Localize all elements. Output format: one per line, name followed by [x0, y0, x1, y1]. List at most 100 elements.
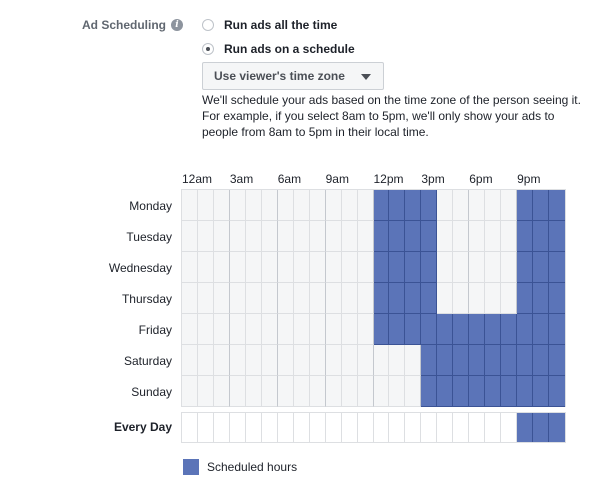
cell-wednesday-hour-22[interactable]	[533, 252, 549, 283]
cell-sunday-hour-7[interactable]	[294, 376, 310, 407]
cell-wednesday-hour-18[interactable]	[469, 252, 485, 283]
cell-monday-hour-23[interactable]	[549, 190, 565, 221]
cell-wednesday-hour-21[interactable]	[517, 252, 533, 283]
cell-thursday-hour-3[interactable]	[230, 283, 246, 314]
cell-wednesday-hour-15[interactable]	[421, 252, 437, 283]
cell-thursday-hour-2[interactable]	[214, 283, 230, 314]
cell-sunday-hour-15[interactable]	[421, 376, 437, 407]
cell-monday-hour-20[interactable]	[501, 190, 517, 221]
cell-thursday-hour-1[interactable]	[198, 283, 214, 314]
cell-saturday-hour-14[interactable]	[405, 345, 421, 376]
cell-friday-hour-13[interactable]	[389, 314, 405, 345]
cell-friday-hour-16[interactable]	[437, 314, 453, 345]
cell-every-day-hour-12[interactable]	[374, 413, 389, 442]
cell-sunday-hour-23[interactable]	[549, 376, 565, 407]
cell-every-day-hour-14[interactable]	[405, 413, 421, 442]
info-icon[interactable]: i	[171, 19, 183, 31]
cell-every-day-hour-18[interactable]	[469, 413, 485, 442]
cell-thursday-hour-15[interactable]	[421, 283, 437, 314]
cell-tuesday-hour-18[interactable]	[469, 221, 485, 252]
cell-every-day-hour-2[interactable]	[214, 413, 230, 442]
cell-tuesday-hour-9[interactable]	[326, 221, 342, 252]
cell-every-day-hour-19[interactable]	[485, 413, 501, 442]
cell-saturday-hour-19[interactable]	[485, 345, 501, 376]
cell-wednesday-hour-0[interactable]	[182, 252, 198, 283]
cell-tuesday-hour-14[interactable]	[405, 221, 421, 252]
cell-friday-hour-8[interactable]	[310, 314, 326, 345]
cell-wednesday-hour-7[interactable]	[294, 252, 310, 283]
cell-monday-hour-3[interactable]	[230, 190, 246, 221]
cell-sunday-hour-10[interactable]	[342, 376, 358, 407]
cell-tuesday-hour-0[interactable]	[182, 221, 198, 252]
cell-sunday-hour-6[interactable]	[278, 376, 294, 407]
cell-tuesday-hour-15[interactable]	[421, 221, 437, 252]
timezone-dropdown[interactable]: Use viewer's time zone	[202, 62, 384, 90]
cell-saturday-hour-12[interactable]	[374, 345, 389, 376]
cell-tuesday-hour-16[interactable]	[437, 221, 453, 252]
cell-monday-hour-12[interactable]	[374, 190, 389, 221]
cell-thursday-hour-5[interactable]	[262, 283, 278, 314]
cell-every-day-hour-7[interactable]	[294, 413, 310, 442]
cell-tuesday-hour-8[interactable]	[310, 221, 326, 252]
cell-monday-hour-15[interactable]	[421, 190, 437, 221]
cell-thursday-hour-4[interactable]	[246, 283, 262, 314]
cell-every-day-hour-13[interactable]	[389, 413, 405, 442]
cell-monday-hour-16[interactable]	[437, 190, 453, 221]
cell-every-day-hour-8[interactable]	[310, 413, 326, 442]
cell-thursday-hour-21[interactable]	[517, 283, 533, 314]
cell-monday-hour-5[interactable]	[262, 190, 278, 221]
cell-every-day-hour-17[interactable]	[453, 413, 469, 442]
cell-friday-hour-20[interactable]	[501, 314, 517, 345]
cell-saturday-hour-13[interactable]	[389, 345, 405, 376]
cell-thursday-hour-11[interactable]	[358, 283, 374, 314]
cell-wednesday-hour-12[interactable]	[374, 252, 389, 283]
cell-wednesday-hour-8[interactable]	[310, 252, 326, 283]
cell-thursday-hour-0[interactable]	[182, 283, 198, 314]
cell-wednesday-hour-3[interactable]	[230, 252, 246, 283]
cell-thursday-hour-8[interactable]	[310, 283, 326, 314]
cell-monday-hour-11[interactable]	[358, 190, 374, 221]
cell-friday-hour-0[interactable]	[182, 314, 198, 345]
cell-sunday-hour-12[interactable]	[374, 376, 389, 407]
cell-monday-hour-6[interactable]	[278, 190, 294, 221]
cell-every-day-hour-20[interactable]	[501, 413, 517, 442]
cell-monday-hour-7[interactable]	[294, 190, 310, 221]
cell-every-day-hour-10[interactable]	[342, 413, 358, 442]
cell-thursday-hour-17[interactable]	[453, 283, 469, 314]
cell-monday-hour-0[interactable]	[182, 190, 198, 221]
cell-friday-hour-6[interactable]	[278, 314, 294, 345]
cell-friday-hour-15[interactable]	[421, 314, 437, 345]
cell-wednesday-hour-17[interactable]	[453, 252, 469, 283]
cell-wednesday-hour-6[interactable]	[278, 252, 294, 283]
cell-every-day-hour-9[interactable]	[326, 413, 342, 442]
cell-saturday-hour-9[interactable]	[326, 345, 342, 376]
cell-tuesday-hour-5[interactable]	[262, 221, 278, 252]
cell-wednesday-hour-20[interactable]	[501, 252, 517, 283]
cell-saturday-hour-6[interactable]	[278, 345, 294, 376]
cell-every-day-hour-22[interactable]	[533, 413, 549, 442]
cell-thursday-hour-6[interactable]	[278, 283, 294, 314]
cell-every-day-hour-16[interactable]	[437, 413, 453, 442]
cell-sunday-hour-14[interactable]	[405, 376, 421, 407]
cell-saturday-hour-16[interactable]	[437, 345, 453, 376]
cell-saturday-hour-20[interactable]	[501, 345, 517, 376]
cell-saturday-hour-4[interactable]	[246, 345, 262, 376]
cell-monday-hour-13[interactable]	[389, 190, 405, 221]
cell-saturday-hour-5[interactable]	[262, 345, 278, 376]
cell-wednesday-hour-16[interactable]	[437, 252, 453, 283]
cell-friday-hour-18[interactable]	[469, 314, 485, 345]
cell-every-day-hour-1[interactable]	[198, 413, 214, 442]
cell-tuesday-hour-4[interactable]	[246, 221, 262, 252]
cell-friday-hour-14[interactable]	[405, 314, 421, 345]
cell-every-day-hour-6[interactable]	[278, 413, 294, 442]
cell-tuesday-hour-19[interactable]	[485, 221, 501, 252]
cell-thursday-hour-19[interactable]	[485, 283, 501, 314]
cell-sunday-hour-13[interactable]	[389, 376, 405, 407]
cell-tuesday-hour-17[interactable]	[453, 221, 469, 252]
cell-thursday-hour-12[interactable]	[374, 283, 389, 314]
cell-sunday-hour-19[interactable]	[485, 376, 501, 407]
cell-monday-hour-8[interactable]	[310, 190, 326, 221]
cell-every-day-hour-0[interactable]	[182, 413, 198, 442]
cell-friday-hour-9[interactable]	[326, 314, 342, 345]
cell-friday-hour-4[interactable]	[246, 314, 262, 345]
